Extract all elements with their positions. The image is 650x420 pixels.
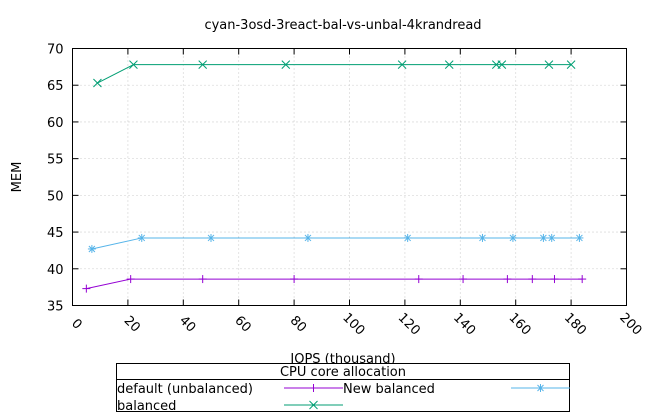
data-point-balanced bbox=[544, 60, 554, 70]
data-point-balanced bbox=[281, 60, 291, 70]
marker-balanced-d2 bbox=[497, 60, 507, 70]
marker-balanced-d2 bbox=[566, 60, 576, 70]
y-tick-label: 35 bbox=[47, 300, 64, 315]
data-point-default-unbalanced bbox=[82, 284, 91, 293]
legend-label-default-unbalanced: default (unbalanced) bbox=[117, 382, 253, 397]
data-point-new-balanced bbox=[508, 233, 517, 242]
x-tick-label: 40 bbox=[176, 313, 198, 335]
marker-new-balanced-d2 bbox=[479, 234, 486, 242]
marker-balanced-d2 bbox=[444, 60, 454, 70]
legend-sample-default-unbalanced bbox=[284, 384, 343, 392]
x-tick-label: 140 bbox=[450, 310, 478, 338]
x-tick-labels: 0 20 40 60 80 100 120 140 160 180 200 bbox=[68, 310, 644, 338]
data-point-new-balanced bbox=[539, 233, 548, 242]
data-point-default-unbalanced bbox=[290, 275, 299, 284]
marker-new-balanced-d2 bbox=[304, 234, 312, 242]
data-point-new-balanced bbox=[207, 233, 215, 242]
x-tick-label: 20 bbox=[121, 313, 143, 335]
data-point-balanced bbox=[497, 60, 507, 70]
x-tick-label: 200 bbox=[616, 310, 644, 338]
legend-label-balanced: balanced bbox=[117, 399, 176, 414]
data-point-balanced bbox=[397, 60, 407, 70]
data-point-default-unbalanced bbox=[550, 275, 559, 284]
marker-new-balanced-d2 bbox=[576, 234, 583, 242]
x-tick-label: 100 bbox=[339, 310, 367, 338]
data-point-balanced bbox=[566, 60, 576, 70]
data-point-default-unbalanced bbox=[198, 275, 207, 284]
y-tick-labels: 35 40 45 50 55 60 65 70 bbox=[47, 43, 64, 315]
data-point-balanced bbox=[198, 60, 208, 70]
legend-sample-balanced bbox=[284, 400, 343, 410]
x-tick-label: 80 bbox=[287, 313, 309, 335]
marker-new-balanced-d2 bbox=[548, 234, 556, 242]
legend-label-new-balanced: New balanced bbox=[343, 382, 435, 397]
data-point-default-unbalanced bbox=[528, 275, 537, 284]
y-tick-label: 40 bbox=[47, 263, 64, 278]
legend-samples bbox=[284, 384, 570, 410]
marker-new-balanced-d2 bbox=[138, 234, 146, 242]
series-default-unbalanced bbox=[82, 275, 587, 293]
series-line-default-unbalanced bbox=[86, 278, 583, 290]
marker-balanced-d2 bbox=[198, 60, 208, 70]
legend: CPU core allocation default (unbalanced)… bbox=[116, 363, 570, 414]
marker-new-balanced-d2 bbox=[207, 234, 215, 242]
data-point-new-balanced bbox=[478, 233, 487, 242]
y-tick-label: 65 bbox=[47, 79, 64, 94]
x-tick-label: 160 bbox=[506, 310, 534, 338]
marker-new-balanced-d2 bbox=[88, 245, 96, 253]
data-point-balanced bbox=[444, 60, 454, 70]
legend-title: CPU core allocation bbox=[280, 365, 406, 380]
legend-marker-balanced-d2 bbox=[309, 400, 318, 410]
data-point-new-balanced bbox=[575, 233, 584, 242]
data-point-balanced bbox=[129, 60, 138, 70]
chart-title: cyan-3osd-3react-bal-vs-unbal-4krandread bbox=[204, 18, 481, 33]
data-point-new-balanced bbox=[87, 244, 96, 253]
ticks bbox=[72, 48, 627, 306]
marker-new-balanced-d2 bbox=[509, 234, 517, 242]
x-tick-label: 0 bbox=[68, 316, 84, 332]
series-group bbox=[82, 60, 587, 293]
marker-balanced-d2 bbox=[281, 60, 291, 70]
data-point-default-unbalanced bbox=[126, 275, 135, 284]
series-line-balanced bbox=[97, 64, 572, 84]
x-tick-label: 60 bbox=[231, 313, 253, 335]
marker-balanced-d2 bbox=[544, 60, 554, 70]
x-tick-label: 120 bbox=[395, 310, 423, 338]
y-tick-label: 60 bbox=[47, 116, 64, 131]
marker-balanced-d2 bbox=[129, 60, 138, 70]
y-axis-label: MEM bbox=[10, 162, 25, 193]
data-point-new-balanced bbox=[137, 233, 146, 242]
marker-balanced-d2 bbox=[93, 78, 102, 88]
marker-new-balanced-d2 bbox=[540, 234, 547, 242]
marker-balanced-d2 bbox=[397, 60, 407, 70]
legend-marker-new-balanced-d2 bbox=[537, 384, 544, 392]
series-balanced bbox=[93, 60, 576, 88]
grid bbox=[72, 48, 627, 306]
data-point-new-balanced bbox=[403, 233, 412, 242]
data-point-new-balanced bbox=[547, 233, 556, 242]
y-tick-label: 45 bbox=[47, 226, 64, 241]
data-point-default-unbalanced bbox=[503, 275, 512, 284]
series-line-new-balanced bbox=[91, 237, 580, 250]
series-new-balanced bbox=[87, 233, 584, 253]
y-tick-label: 55 bbox=[47, 153, 64, 168]
x-tick-label: 180 bbox=[561, 310, 589, 338]
data-point-default-unbalanced bbox=[459, 275, 468, 284]
legend-sample-new-balanced bbox=[511, 384, 570, 392]
marker-new-balanced-d2 bbox=[404, 234, 412, 242]
data-point-new-balanced bbox=[303, 233, 312, 242]
data-point-balanced bbox=[93, 78, 102, 88]
y-tick-label: 50 bbox=[47, 189, 64, 204]
data-point-default-unbalanced bbox=[578, 275, 587, 284]
data-point-default-unbalanced bbox=[414, 275, 423, 284]
y-tick-label: 70 bbox=[47, 43, 64, 58]
